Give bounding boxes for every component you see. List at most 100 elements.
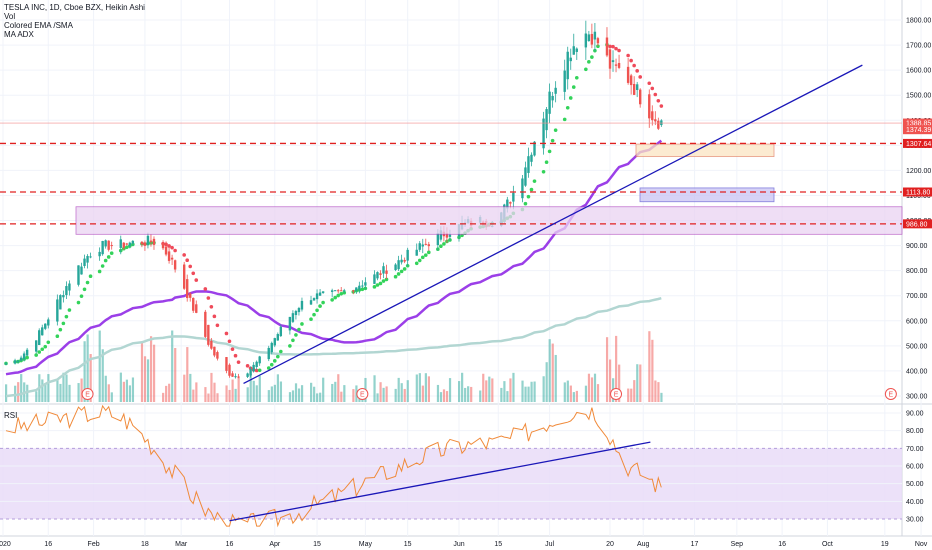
candle [44, 323, 47, 331]
ema-dot [257, 368, 262, 373]
volume-bar [152, 344, 156, 402]
candle [13, 358, 17, 365]
volume-bar [258, 375, 261, 402]
ema-dot [209, 304, 214, 309]
volume-bar [26, 384, 29, 402]
candle [379, 270, 382, 280]
candle [530, 152, 533, 167]
earnings-marker[interactable]: E [884, 388, 897, 400]
candle [385, 264, 388, 280]
ema-dot [550, 138, 555, 143]
ema-dot [191, 271, 196, 276]
ema-dot [656, 99, 661, 103]
volume-bar [297, 388, 301, 402]
ema-dot [526, 194, 531, 199]
price-tag-label: 1374.39 [906, 127, 931, 134]
rsi-tick-label: 90.00 [906, 411, 924, 418]
rsi-tick-label: 30.00 [906, 517, 924, 524]
volume-bar [584, 385, 588, 402]
svg-text:E: E [85, 392, 90, 399]
volume-bar [554, 354, 557, 402]
price-tick-label: 1700.00 [906, 43, 931, 50]
volume-bar [291, 390, 295, 402]
volume-bar [479, 390, 482, 402]
volume-bar [174, 348, 177, 402]
volume-bar [110, 392, 113, 402]
candle [59, 294, 62, 310]
candle [35, 340, 38, 354]
candle [309, 295, 313, 305]
volume-bar [400, 383, 403, 402]
price-trendline [243, 64, 863, 385]
candle [19, 355, 23, 362]
volume-bar [533, 381, 536, 402]
candle [548, 83, 551, 124]
volume-bar [618, 364, 621, 402]
candle [56, 294, 59, 326]
ema-dot [393, 274, 398, 279]
volume-bar [439, 392, 443, 402]
ema-dot [227, 339, 232, 344]
volume-bar [530, 381, 533, 402]
ema-dot [46, 340, 51, 345]
candle [343, 288, 346, 293]
ema-dot [297, 327, 301, 332]
ema-dot [88, 274, 93, 279]
ema-dot [547, 149, 552, 154]
symbol-legend[interactable]: TESLA INC, 1D, Cboe BZX, Heikin Ashi [4, 3, 145, 12]
candle [279, 324, 283, 338]
price-tag-label: 1113.80 [906, 190, 930, 197]
ema-dot [571, 85, 576, 89]
candle [213, 346, 216, 358]
candle [373, 270, 376, 284]
volume-bar [542, 376, 545, 402]
price-tag-box [903, 138, 932, 148]
volume-bar [322, 377, 325, 402]
earnings-marker[interactable]: E [356, 388, 369, 400]
price-tag-box [903, 187, 932, 197]
ema-dot [294, 333, 298, 337]
volume-bar [171, 330, 174, 402]
ema-dot [423, 253, 428, 257]
candle [648, 89, 651, 128]
zone-upper [635, 143, 775, 158]
volume-bar [648, 331, 651, 402]
candle [128, 241, 132, 249]
volume-bar [276, 374, 279, 402]
ema-dot [375, 283, 380, 287]
volume-bar [421, 385, 424, 402]
volume-bar [587, 373, 591, 402]
ema-legend[interactable]: Colored EMA /SMA [4, 21, 73, 30]
ema-dot [67, 308, 72, 312]
candle [182, 261, 186, 290]
ema-dot [206, 296, 211, 300]
volume-bar [654, 380, 657, 402]
adx-legend[interactable]: MA ADX [4, 30, 34, 39]
candle [231, 371, 234, 378]
x-tick-label: Mar [175, 541, 188, 548]
candle [424, 238, 427, 246]
volume-bar [458, 381, 461, 402]
price-tick-label: 1200.00 [906, 168, 931, 175]
volume-bar [373, 375, 376, 402]
volume-bar [660, 392, 663, 402]
volume-bar [65, 374, 68, 402]
x-tick-label: 20 [606, 541, 614, 548]
ema-dot [402, 267, 407, 271]
volume-bar [527, 386, 530, 402]
zone-mid [639, 187, 775, 203]
volume-bar [394, 388, 397, 402]
earnings-marker[interactable]: E [610, 388, 623, 400]
candle [418, 241, 421, 252]
volume-bar [436, 384, 440, 402]
vol-legend[interactable]: Vol [4, 12, 16, 21]
rsi-legend[interactable]: RSI [4, 411, 18, 420]
earnings-marker[interactable]: E [81, 388, 94, 400]
ema-dot [266, 366, 271, 370]
candle [252, 362, 255, 373]
candle [590, 23, 594, 49]
candle [62, 290, 65, 303]
volume-bar [17, 382, 20, 402]
candle [173, 259, 177, 273]
